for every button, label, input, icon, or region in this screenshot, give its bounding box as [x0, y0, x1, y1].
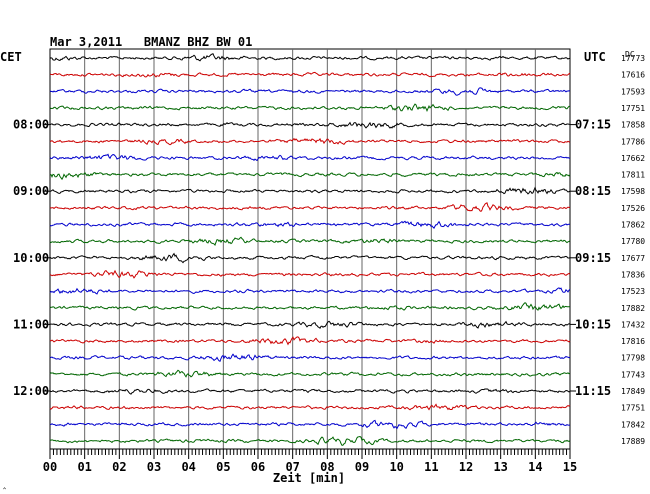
trace-18 — [49, 336, 571, 346]
dc-offset-12: 17780 — [621, 237, 645, 246]
trace-15 — [49, 287, 571, 295]
trace-1 — [49, 53, 571, 62]
dc-offset-20: 17743 — [621, 370, 645, 379]
dc-label: DC — [625, 50, 635, 59]
left-time-label: 10:00 — [13, 251, 49, 265]
trace-20 — [49, 369, 571, 378]
x-tick-label-11: 11 — [424, 460, 438, 474]
dc-offset-18: 17816 — [621, 337, 645, 346]
right-time-label: 08:15 — [575, 184, 611, 198]
dc-offset-6: 17786 — [621, 137, 645, 146]
trace-4 — [49, 103, 571, 112]
trace-12 — [49, 236, 571, 246]
x-axis: 00 01 02 03 04 05 06 07 08 09 10 11 12 13 14 15 — [43, 448, 577, 474]
dc-offset-3: 17593 — [621, 87, 645, 96]
x-tick-label-13: 13 — [493, 460, 507, 474]
x-tick-label-06: 06 — [251, 460, 265, 474]
trace-2 — [49, 71, 571, 78]
trace-13 — [49, 252, 571, 264]
x-tick-label-05: 05 — [216, 460, 230, 474]
dc-offset-8: 17811 — [621, 171, 645, 180]
trace-8 — [49, 171, 571, 181]
trace-9 — [49, 186, 571, 195]
x-tick-label-15: 15 — [563, 460, 577, 474]
dc-offset-2: 17616 — [621, 71, 645, 80]
dc-offset-5: 17858 — [621, 121, 645, 130]
left-time-label: 08:00 — [13, 118, 49, 132]
corner-mark: ‸ — [3, 480, 6, 490]
dc-offset-10: 17526 — [621, 204, 645, 213]
left-time-label: 11:00 — [13, 317, 49, 331]
x-tick-label-10: 10 — [389, 460, 403, 474]
dc-offset-9: 17598 — [621, 187, 645, 196]
plot-frame — [49, 48, 571, 450]
trace-19 — [49, 353, 571, 363]
dc-offset-15: 17523 — [621, 287, 645, 296]
trace-16 — [49, 302, 571, 311]
x-tick-label-14: 14 — [528, 460, 542, 474]
dc-offset-22: 17751 — [621, 404, 645, 413]
dc-offset-7: 17662 — [621, 154, 645, 163]
right-time-label: 11:15 — [575, 384, 611, 398]
trace-5 — [49, 121, 571, 129]
x-tick-label-01: 01 — [77, 460, 91, 474]
trace-23 — [49, 419, 571, 430]
dc-offset-21: 17849 — [621, 387, 645, 396]
dc-offset-23: 17842 — [621, 420, 645, 429]
left-time-label: 12:00 — [13, 384, 49, 398]
dc-offset-19: 17798 — [621, 354, 645, 363]
trace-17 — [49, 320, 571, 329]
dc-offset-11: 17862 — [621, 221, 645, 230]
x-tick-label-12: 12 — [459, 460, 473, 474]
trace-10 — [49, 202, 571, 213]
trace-21 — [49, 388, 571, 395]
traces — [49, 53, 571, 446]
dc-offset-24: 17889 — [621, 437, 645, 446]
x-axis-label: Zeit [min] — [273, 471, 345, 485]
x-tick-label-00: 00 — [43, 460, 57, 474]
chart-title: Mar 3,2011 BMANZ BHZ BW 01 — [50, 35, 252, 49]
trace-11 — [49, 220, 571, 230]
dc-offset-17: 17432 — [621, 320, 645, 329]
dc-offset-16: 17882 — [621, 304, 645, 313]
x-tick-label-07: 07 — [285, 460, 299, 474]
dc-offset-4: 17751 — [621, 104, 645, 113]
trace-14 — [49, 269, 571, 279]
time-labels: 17773 17616 17593 17751 17858 17786 17662 17811… — [13, 54, 645, 446]
right-time-label: 10:15 — [575, 317, 611, 331]
trace-3 — [49, 87, 571, 96]
trace-24 — [49, 436, 571, 446]
trace-22 — [49, 403, 571, 411]
dc-offset-13: 17677 — [621, 254, 645, 263]
x-tick-label-04: 04 — [181, 460, 195, 474]
x-tick-label-02: 02 — [112, 460, 126, 474]
trace-7 — [49, 153, 571, 162]
right-time-label: 07:15 — [575, 118, 611, 132]
x-tick-label-09: 09 — [355, 460, 369, 474]
utc-label: UTC — [584, 50, 606, 64]
right-time-label: 09:15 — [575, 251, 611, 265]
dc-offset-1: 17773 — [621, 54, 645, 63]
left-time-label: 09:00 — [13, 184, 49, 198]
x-tick-label-03: 03 — [147, 460, 161, 474]
x-tick-label-08: 08 — [320, 460, 334, 474]
dc-offset-14: 17836 — [621, 270, 645, 279]
cet-label: CET — [0, 50, 22, 64]
trace-6 — [49, 137, 571, 146]
grid — [49, 48, 571, 450]
